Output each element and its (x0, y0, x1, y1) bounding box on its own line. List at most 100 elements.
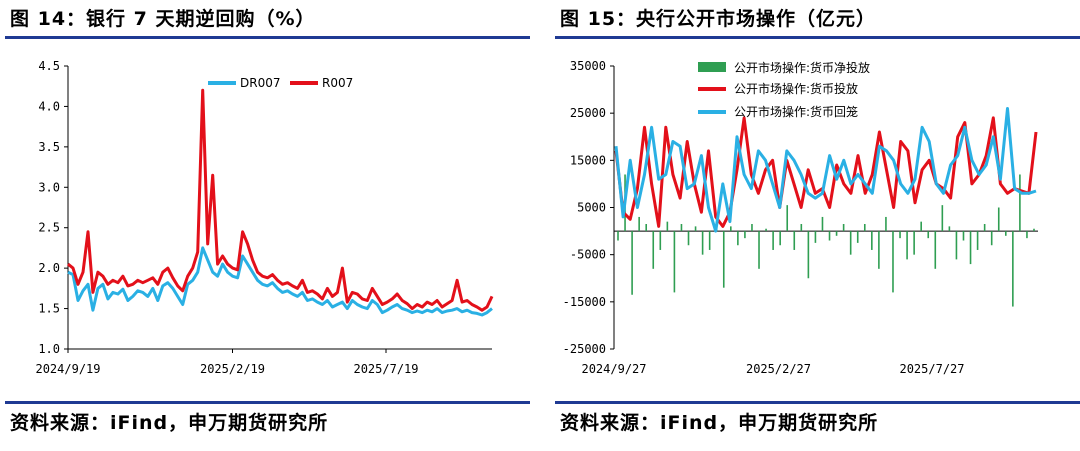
panel-open-market: 图 15：央行公开市场操作（亿元） -25000 -15000 -5000 5000 1… (550, 0, 1080, 451)
net-injection-bar (1019, 174, 1021, 232)
net-injection-bar (666, 221, 669, 232)
net-injection-bar (751, 224, 753, 232)
net-injection-bar (765, 228, 767, 232)
net-injection-bar (631, 231, 633, 295)
x-tick-label: 2025/2/19 (200, 362, 265, 376)
y-tick-label: 2.0 (38, 261, 60, 275)
panel-dr007-r007: 图 14：银行 7 天期逆回购（%） 1.0 1.5 2.0 2.5 3.0 3.5 4.0… (0, 0, 530, 451)
net-injection-bar (645, 224, 648, 232)
net-injection-bar (948, 226, 951, 232)
y-tick-label: 2.5 (38, 221, 60, 235)
net-injection-bar (892, 231, 894, 293)
net-injection-bar (842, 224, 845, 232)
y-tick-label: 1.0 (38, 342, 60, 356)
x-tick-label: 2024/9/27 (581, 362, 646, 376)
source-rule (5, 401, 530, 404)
series-line-dr007 (67, 246, 493, 317)
net-injection-bar (722, 231, 725, 288)
net-injection-bar (955, 231, 958, 260)
net-injection-bar (793, 231, 796, 250)
y-tick-label: 3.0 (38, 180, 60, 194)
title-rule (5, 36, 530, 39)
net-injection-bar (913, 231, 915, 255)
figure-title: 图 14：银行 7 天期逆回购（%） (10, 8, 316, 30)
net-injection-bar (849, 231, 852, 255)
net-injection-bar (920, 221, 922, 232)
net-injection-bar (659, 231, 662, 250)
net-injection-bar (1004, 231, 1007, 236)
net-injection-bar (976, 231, 979, 250)
net-injection-bar (906, 231, 908, 260)
title-rule (555, 36, 1080, 39)
open-market-chart: -25000 -15000 -5000 5000 15000 25000 35000 2024… (563, 59, 1038, 376)
net-injection-bar (997, 207, 1000, 232)
legend-label: DR007 (240, 76, 280, 90)
net-injection-bar (694, 226, 697, 232)
legend-swatch (698, 62, 726, 72)
net-injection-bar (863, 224, 866, 232)
y-tick-label: -15000 (563, 295, 606, 309)
series-line-withdrawal (614, 107, 1037, 233)
net-injection-bar (871, 231, 873, 250)
net-injection-bar (786, 205, 789, 232)
net-injection-bar (680, 224, 683, 232)
legend-label: R007 (322, 76, 353, 90)
net-injection-bar (821, 216, 824, 232)
y-tick-label: 35000 (570, 59, 606, 73)
y-tick-label: 15000 (570, 153, 606, 167)
y-tick-label: 4.0 (38, 99, 60, 113)
legend-label: 公开市场操作:货币投放 (734, 81, 858, 96)
net-injection-bar (1026, 231, 1028, 239)
y-tick-label: -5000 (570, 248, 606, 262)
y-tick-label: 1.5 (38, 302, 60, 316)
x-tick-label: 2024/9/19 (35, 362, 100, 376)
net-injection-bar (652, 231, 655, 269)
net-injection-bar (744, 231, 746, 239)
net-injection-bar (617, 231, 619, 241)
source-rule (555, 401, 1080, 404)
net-injection-bar (638, 216, 640, 232)
net-injection-bar (835, 231, 838, 236)
net-injection-bar (673, 231, 676, 293)
net-injection-bar (969, 231, 972, 265)
net-injection-bar (1033, 228, 1035, 232)
legend-label: 公开市场操作:货币净投放 (734, 60, 870, 75)
net-injection-bar (779, 231, 781, 246)
y-tick-label: 4.5 (38, 59, 60, 73)
net-injection-bar (941, 205, 944, 232)
net-injection-bar (990, 231, 993, 246)
net-injection-bar (934, 231, 937, 269)
x-tick-label: 2025/2/27 (746, 362, 811, 376)
net-injection-bar (983, 224, 986, 232)
figure-title: 图 15：央行公开市场操作（亿元） (560, 8, 877, 30)
net-injection-bar (878, 231, 880, 269)
y-tick-label: 3.5 (38, 140, 60, 154)
net-injection-bar (828, 231, 831, 241)
net-injection-bar (758, 231, 760, 269)
net-injection-bar (927, 231, 930, 239)
net-injection-bar (814, 231, 817, 243)
net-injection-bar (856, 231, 859, 243)
net-injection-bar (772, 231, 774, 250)
y-tick-label: 25000 (570, 106, 606, 120)
series-line-r007 (67, 88, 494, 312)
net-injection-bar (687, 231, 690, 246)
repo-rate-chart: 1.0 1.5 2.0 2.5 3.0 3.5 4.0 4.5 2024/9/19 2025/2/… (35, 59, 494, 376)
net-injection-bar (701, 231, 704, 255)
net-injection-bar (807, 231, 810, 279)
net-injection-bar (730, 226, 732, 232)
net-injection-bar (708, 231, 711, 250)
legend-label: 公开市场操作:货币回笼 (734, 104, 858, 119)
x-tick-label: 2025/7/19 (353, 362, 418, 376)
net-injection-bar (962, 231, 965, 241)
figure-source: 资料来源：iFind，申万期货研究所 (560, 412, 879, 434)
net-injection-bar (899, 231, 901, 239)
net-injection-bar (1012, 231, 1014, 307)
x-tick-label: 2025/7/27 (899, 362, 964, 376)
figure-source: 资料来源：iFind，申万期货研究所 (10, 412, 329, 434)
y-tick-label: -25000 (563, 342, 606, 356)
y-tick-label: 5000 (577, 201, 606, 215)
net-injection-bar (737, 231, 739, 246)
net-injection-bar (800, 224, 803, 232)
net-injection-bar (885, 216, 887, 232)
